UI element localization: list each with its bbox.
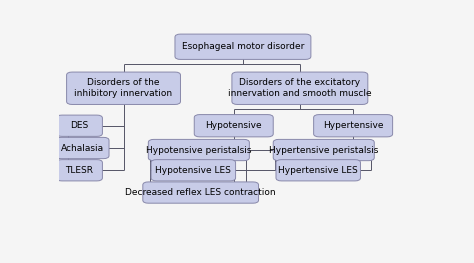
FancyBboxPatch shape [56,115,102,136]
Text: TLESR: TLESR [65,166,93,175]
FancyBboxPatch shape [175,34,311,59]
Text: Achalasia: Achalasia [61,144,104,153]
Text: Hypertensive LES: Hypertensive LES [278,166,358,175]
FancyBboxPatch shape [56,137,109,159]
FancyBboxPatch shape [56,160,102,181]
FancyBboxPatch shape [314,115,392,137]
FancyBboxPatch shape [273,139,374,161]
FancyBboxPatch shape [151,160,236,181]
Text: Hypertensive peristalsis: Hypertensive peristalsis [269,145,378,155]
Text: Hypertensive: Hypertensive [323,121,383,130]
Text: Decreased reflex LES contraction: Decreased reflex LES contraction [125,188,276,197]
FancyBboxPatch shape [143,182,258,203]
FancyBboxPatch shape [194,115,273,137]
FancyBboxPatch shape [148,139,249,161]
Text: Disorders of the
inhibitory innervation: Disorders of the inhibitory innervation [74,78,173,98]
Text: Esophageal motor disorder: Esophageal motor disorder [182,42,304,51]
FancyBboxPatch shape [232,72,368,104]
FancyBboxPatch shape [66,72,181,104]
Text: DES: DES [70,121,89,130]
Text: Disorders of the excitatory
innervation and smooth muscle: Disorders of the excitatory innervation … [228,78,372,98]
Text: Hypotensive LES: Hypotensive LES [155,166,231,175]
Text: Hypotensive: Hypotensive [205,121,262,130]
FancyBboxPatch shape [276,160,360,181]
Text: Hypotensive peristalsis: Hypotensive peristalsis [146,145,252,155]
